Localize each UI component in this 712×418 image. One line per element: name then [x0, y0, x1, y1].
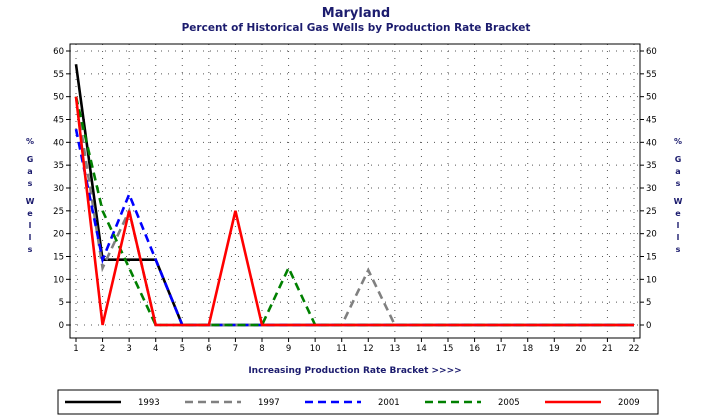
legend-label-2009: 2009 [618, 398, 640, 408]
x-tick-label: 21 [602, 344, 613, 354]
x-tick-label: 8 [259, 344, 264, 354]
x-tick-label: 13 [389, 344, 400, 354]
x-tick-label: 10 [310, 344, 321, 354]
y-axis-label-char: l [29, 233, 32, 242]
y-tick-label: 45 [646, 116, 657, 126]
x-axis: 1 2 3 4 5 6 7 8 9 10 11 12 13 14 15 16 17 18 19 20 21 22 [73, 338, 639, 354]
x-tick-label: 18 [522, 344, 533, 354]
chart-subtitle: Percent of Historical Gas Wells by Produ… [182, 22, 531, 34]
y-tick-label: 50 [646, 93, 657, 103]
y-tick-label: 0 [59, 321, 64, 331]
y-tick-label: 35 [646, 161, 657, 171]
legend-label-1997: 1997 [258, 398, 280, 408]
x-tick-label: 14 [416, 344, 427, 354]
y-axis-label-char: s [676, 245, 681, 254]
series-line-2001 [74, 128, 634, 327]
x-tick-label: 22 [629, 344, 640, 354]
x-tick-label: 15 [443, 344, 454, 354]
y-tick-label: 10 [53, 275, 64, 285]
y-axis-label-char: G [27, 155, 34, 164]
x-tick-label: 7 [233, 344, 238, 354]
legend: 1993 1997 2001 2005 2009 [65, 398, 640, 408]
y-axis-label-char: e [27, 209, 33, 218]
y-tick-label: 15 [53, 253, 64, 263]
legend-frame [57, 389, 659, 415]
y-tick-label: 40 [53, 138, 64, 148]
y-tick-label: 30 [53, 184, 64, 194]
chart-title: Maryland [322, 6, 390, 21]
x-tick-label: 16 [469, 344, 480, 354]
legend-label-2001: 2001 [378, 398, 400, 408]
y-tick-label: 30 [646, 184, 657, 194]
y-tick-label: 35 [53, 161, 64, 171]
y-axis-label-char: a [675, 167, 680, 176]
y-axis-label-char: % [26, 137, 34, 146]
y-tick-label: 10 [646, 275, 657, 285]
x-tick-label: 12 [363, 344, 374, 354]
x-tick-label: 3 [126, 344, 131, 354]
plot-lines [74, 64, 634, 327]
x-tick-label: 9 [286, 344, 291, 354]
y-tick-label: 25 [646, 207, 657, 217]
series-line-2005 [74, 96, 634, 327]
y-tick-label: 45 [53, 116, 64, 126]
x-tick-label: 5 [180, 344, 185, 354]
y-axis-label-char: G [675, 155, 682, 164]
x-tick-label: 4 [153, 344, 158, 354]
x-tick-label: 19 [549, 344, 560, 354]
y-axis-left: 0 5 10 15 20 25 30 35 40 45 50 55 60 [53, 47, 70, 331]
x-tick-label: 11 [336, 344, 347, 354]
grid [70, 44, 640, 338]
y-tick-label: 25 [53, 207, 64, 217]
y-axis-label-char: s [28, 179, 33, 188]
y-tick-label: 5 [646, 298, 651, 308]
y-axis-label-char: l [677, 233, 680, 242]
y-tick-label: 5 [59, 298, 64, 308]
y-axis-label-char: l [677, 221, 680, 230]
y-axis-label-char: % [674, 137, 682, 146]
y-axis-label-char: s [676, 179, 681, 188]
y-tick-label: 55 [646, 70, 657, 80]
y-axis-label-char: e [675, 209, 681, 218]
y-tick-label: 20 [53, 230, 64, 240]
x-tick-label: 1 [73, 344, 78, 354]
y-tick-label: 60 [53, 47, 64, 57]
y-axis-right: 0 5 10 15 20 25 30 35 40 45 50 55 60 [640, 47, 657, 331]
plot-frame [69, 43, 641, 339]
y-tick-label: 50 [53, 93, 64, 103]
y-tick-label: 20 [646, 230, 657, 240]
x-tick-label: 2 [100, 344, 105, 354]
x-tick-label: 6 [206, 344, 211, 354]
series-line-1993 [74, 64, 634, 327]
y-axis-label-char: W [674, 197, 683, 206]
x-axis-label: Increasing Production Rate Bracket >>>> [248, 366, 461, 376]
y-axis-label-char: s [28, 245, 33, 254]
series-line-1997 [74, 96, 634, 327]
legend-label-2005: 2005 [498, 398, 520, 408]
y-axis-label-char: l [29, 221, 32, 230]
series-line-2009 [74, 96, 634, 327]
y-tick-label: 0 [646, 321, 651, 331]
y-tick-label: 55 [53, 70, 64, 80]
y-axis-label-char: a [27, 167, 32, 176]
y-tick-label: 60 [646, 47, 657, 57]
y-tick-label: 15 [646, 253, 657, 263]
y-axis-label-char: W [26, 197, 35, 206]
y-tick-label: 40 [646, 138, 657, 148]
x-tick-label: 20 [575, 344, 586, 354]
legend-label-1993: 1993 [138, 398, 160, 408]
x-tick-label: 17 [496, 344, 507, 354]
